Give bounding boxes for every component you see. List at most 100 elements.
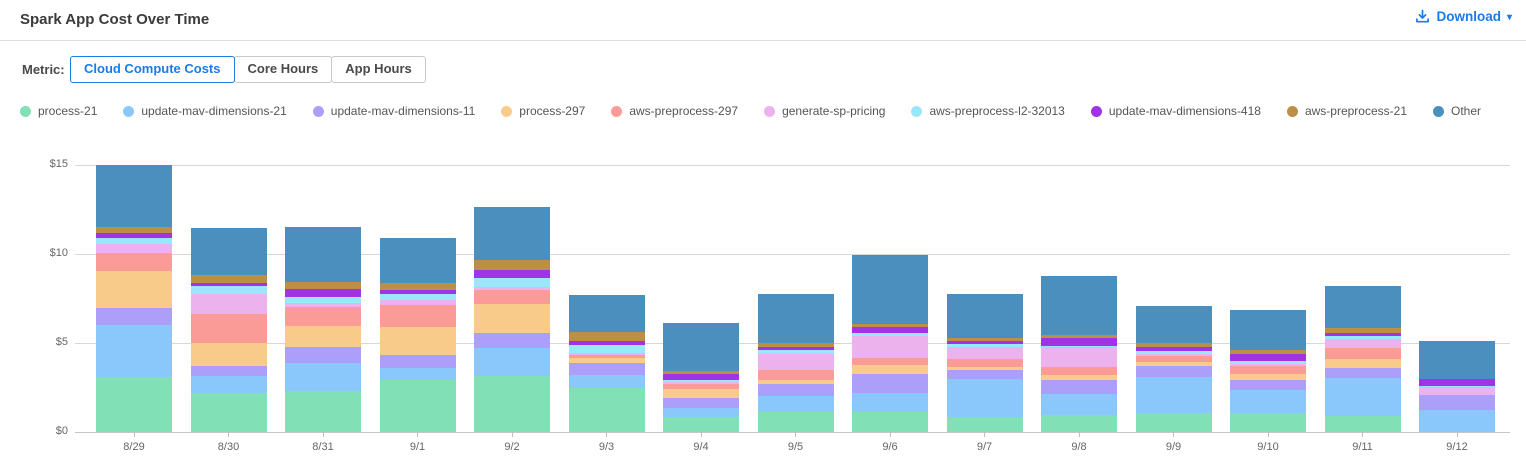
bar-segment-update-mav-dimensions-21[interactable] — [1324, 377, 1401, 417]
bar-column-9/10[interactable] — [1230, 309, 1306, 432]
bar-column-9/11[interactable] — [1324, 285, 1401, 432]
bar-segment-aws-preprocess-21[interactable] — [379, 283, 456, 290]
bar-segment-aws-preprocess-21[interactable] — [946, 338, 1023, 342]
bar-segment-process-21[interactable] — [1230, 412, 1306, 432]
bar-segment-update-mav-dimensions-11[interactable] — [852, 374, 928, 393]
bar-segment-other[interactable] — [1230, 309, 1306, 351]
bar-segment-update-mav-dimensions-21[interactable] — [96, 325, 172, 378]
bar-segment-aws-preprocess-21[interactable] — [1324, 328, 1401, 333]
bar-segment-update-mav-dimensions-418[interactable] — [96, 233, 172, 238]
bar-segment-generate-sp-pricing[interactable] — [1419, 386, 1495, 395]
bar-segment-aws-preprocess-297[interactable] — [852, 357, 928, 366]
bar-segment-process-21[interactable] — [1135, 412, 1212, 432]
bar-segment-update-mav-dimensions-11[interactable] — [663, 397, 739, 408]
bar-column-9/1[interactable] — [379, 238, 456, 432]
bar-segment-update-mav-dimensions-418[interactable] — [946, 341, 1023, 345]
bar-column-9/5[interactable] — [757, 294, 834, 432]
metric-tab-app-hours[interactable]: App Hours — [331, 56, 426, 83]
bar-segment-update-mav-dimensions-21[interactable] — [1135, 376, 1212, 413]
bar-segment-other[interactable] — [1419, 340, 1495, 380]
bar-column-9/4[interactable] — [663, 322, 739, 432]
bar-segment-other[interactable] — [379, 238, 456, 284]
bar-segment-update-mav-dimensions-21[interactable] — [379, 367, 456, 380]
legend-item-aws-preprocess-21[interactable]: aws-preprocess-21 — [1286, 104, 1407, 118]
bar-segment-process-21[interactable] — [946, 417, 1023, 432]
bar-segment-generate-sp-pricing[interactable] — [285, 302, 361, 308]
bar-segment-aws-preprocess-21[interactable] — [1135, 342, 1212, 347]
bar-segment-aws-preprocess-297[interactable] — [1230, 366, 1306, 375]
legend-item-update-mav-dimensions-11[interactable]: update-mav-dimensions-11 — [312, 104, 475, 118]
bar-segment-other[interactable] — [96, 165, 172, 227]
bar-segment-aws-preprocess-l2-32013[interactable] — [190, 286, 267, 295]
bar-segment-process-297[interactable] — [663, 388, 739, 398]
bar-segment-aws-preprocess-l2-32013[interactable] — [379, 294, 456, 301]
bar-segment-aws-preprocess-21[interactable] — [1230, 350, 1306, 354]
bar-segment-aws-preprocess-l2-32013[interactable] — [1135, 350, 1212, 355]
bar-segment-aws-preprocess-21[interactable] — [1041, 335, 1117, 339]
bar-column-9/2[interactable] — [474, 206, 550, 432]
bar-segment-update-mav-dimensions-11[interactable] — [757, 383, 834, 397]
bar-segment-process-21[interactable] — [285, 390, 361, 432]
bar-segment-aws-preprocess-297[interactable] — [474, 290, 550, 305]
bar-segment-update-mav-dimensions-21[interactable] — [663, 407, 739, 417]
bar-segment-generate-sp-pricing[interactable] — [96, 243, 172, 253]
bar-segment-process-297[interactable] — [1230, 374, 1306, 380]
bar-segment-other[interactable] — [1135, 306, 1212, 343]
bar-segment-aws-preprocess-21[interactable] — [568, 331, 645, 341]
legend-item-generate-sp-pricing[interactable]: generate-sp-pricing — [764, 104, 885, 118]
bar-segment-update-mav-dimensions-11[interactable] — [1135, 366, 1212, 377]
bar-segment-other[interactable] — [1324, 285, 1401, 329]
bar-segment-process-21[interactable] — [663, 416, 739, 432]
bar-segment-process-297[interactable] — [285, 326, 361, 348]
bar-segment-update-mav-dimensions-21[interactable] — [1230, 389, 1306, 413]
bar-segment-process-297[interactable] — [1324, 359, 1401, 369]
bar-segment-update-mav-dimensions-21[interactable] — [285, 362, 361, 391]
bar-segment-process-21[interactable] — [1041, 415, 1117, 432]
bar-segment-process-21[interactable] — [96, 377, 172, 432]
bar-segment-update-mav-dimensions-418[interactable] — [1230, 353, 1306, 362]
bar-segment-aws-preprocess-l2-32013[interactable] — [285, 297, 361, 303]
legend-item-other[interactable]: Other — [1433, 104, 1481, 118]
legend-item-update-mav-dimensions-21[interactable]: update-mav-dimensions-21 — [123, 104, 287, 118]
bar-segment-generate-sp-pricing[interactable] — [1230, 364, 1306, 367]
bar-segment-aws-preprocess-l2-32013[interactable] — [757, 349, 834, 355]
bar-segment-generate-sp-pricing[interactable] — [379, 300, 456, 306]
bar-segment-generate-sp-pricing[interactable] — [757, 354, 834, 370]
bar-segment-update-mav-dimensions-418[interactable] — [852, 327, 928, 334]
bar-segment-update-mav-dimensions-11[interactable] — [379, 355, 456, 368]
bar-segment-aws-preprocess-l2-32013[interactable] — [1419, 386, 1495, 387]
bar-column-9/8[interactable] — [1041, 275, 1117, 432]
download-button[interactable]: Download ▾ — [1415, 9, 1512, 24]
bar-segment-update-mav-dimensions-11[interactable] — [568, 363, 645, 375]
bar-segment-process-297[interactable] — [474, 304, 550, 333]
bar-segment-aws-preprocess-21[interactable] — [663, 371, 739, 374]
bar-segment-process-297[interactable] — [852, 365, 928, 375]
bar-segment-update-mav-dimensions-418[interactable] — [568, 340, 645, 345]
bar-segment-aws-preprocess-297[interactable] — [663, 384, 739, 389]
bar-segment-other[interactable] — [946, 294, 1023, 339]
bar-segment-process-21[interactable] — [1324, 416, 1401, 432]
bar-segment-process-297[interactable] — [1135, 361, 1212, 367]
bar-segment-process-297[interactable] — [757, 380, 834, 384]
bar-segment-process-297[interactable] — [379, 326, 456, 356]
bar-segment-aws-preprocess-l2-32013[interactable] — [96, 237, 172, 244]
legend-item-aws-preprocess-l2-32013[interactable]: aws-preprocess-l2-32013 — [911, 104, 1065, 118]
bar-segment-aws-preprocess-297[interactable] — [757, 369, 834, 381]
bar-segment-update-mav-dimensions-11[interactable] — [1419, 394, 1495, 410]
bar-segment-generate-sp-pricing[interactable] — [568, 352, 645, 356]
bar-segment-aws-preprocess-l2-32013[interactable] — [568, 344, 645, 353]
bar-segment-aws-preprocess-21[interactable] — [96, 226, 172, 234]
bar-segment-update-mav-dimensions-21[interactable] — [474, 347, 550, 377]
bar-segment-aws-preprocess-297[interactable] — [1135, 356, 1212, 362]
bar-segment-aws-preprocess-297[interactable] — [96, 252, 172, 272]
bar-segment-aws-preprocess-l2-32013[interactable] — [1041, 346, 1117, 348]
bar-column-8/29[interactable] — [96, 165, 172, 432]
bar-segment-update-mav-dimensions-418[interactable] — [379, 289, 456, 295]
bar-segment-update-mav-dimensions-418[interactable] — [190, 282, 267, 287]
bar-segment-process-297[interactable] — [1041, 375, 1117, 380]
metric-tab-core-hours[interactable]: Core Hours — [233, 56, 333, 83]
bar-segment-aws-preprocess-l2-32013[interactable] — [852, 333, 928, 337]
bar-segment-update-mav-dimensions-11[interactable] — [1324, 368, 1401, 378]
bar-segment-update-mav-dimensions-21[interactable] — [852, 392, 928, 412]
bar-segment-update-mav-dimensions-418[interactable] — [1419, 379, 1495, 387]
